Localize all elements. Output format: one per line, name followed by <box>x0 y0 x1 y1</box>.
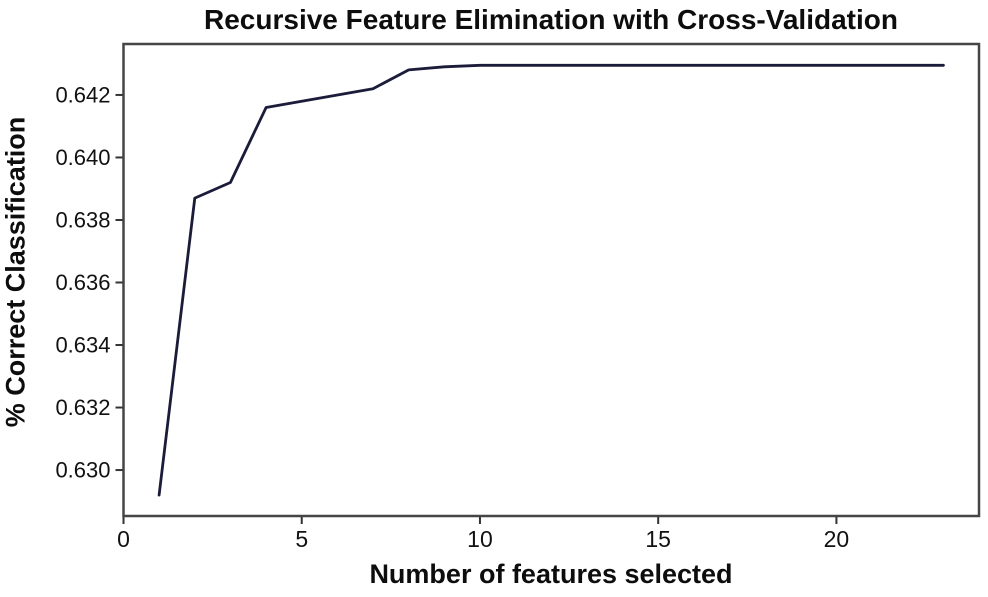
y-tick-label: 0.636 <box>55 270 110 295</box>
chart-title: Recursive Feature Elimination with Cross… <box>204 4 898 35</box>
y-tick-label: 0.640 <box>55 145 110 170</box>
x-axis-label: Number of features selected <box>369 559 733 589</box>
y-tick-label: 0.642 <box>55 82 110 107</box>
series-line <box>157 63 945 497</box>
axis-frame <box>122 42 981 518</box>
y-tick-label: 0.630 <box>55 458 110 483</box>
y-tick-label: 0.638 <box>55 207 110 232</box>
y-tick-label: 0.632 <box>55 395 110 420</box>
y-tick-label: 0.634 <box>55 333 110 358</box>
x-tick-label: 0 <box>117 526 130 552</box>
x-tick-label: 20 <box>824 526 850 552</box>
x-tick-label: 15 <box>645 526 671 552</box>
x-tick-label: 5 <box>295 526 308 552</box>
x-tick-label: 10 <box>467 526 493 552</box>
